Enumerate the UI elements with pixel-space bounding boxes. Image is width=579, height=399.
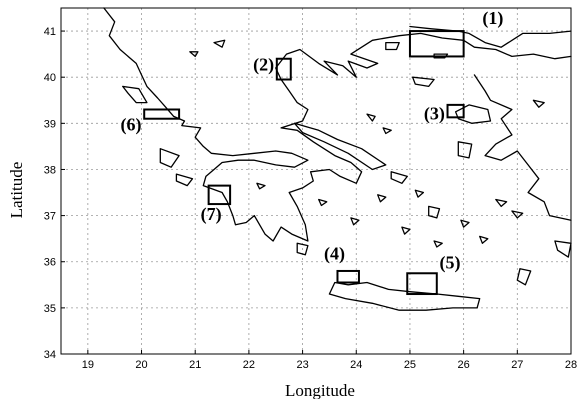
region-label-6: (6) xyxy=(121,114,142,135)
zakynthos-island xyxy=(175,173,194,187)
north-coast xyxy=(409,25,572,48)
islet xyxy=(256,182,266,190)
limnos-island xyxy=(411,76,435,88)
thasos-island xyxy=(385,41,400,51)
islet xyxy=(189,51,199,58)
chios-island xyxy=(457,141,473,159)
region-box-7 xyxy=(207,184,232,206)
region-box-6 xyxy=(143,108,181,120)
axis-ticks: 19 20 21 22 23 24 25 26 27 28 34 35 36 37 38 39 40 41 xyxy=(44,26,577,371)
x-tick-label: 19 xyxy=(82,359,94,371)
islet xyxy=(433,240,443,248)
x-tick-label: 20 xyxy=(135,359,147,371)
rhodes-island xyxy=(554,240,572,258)
mainland-coast xyxy=(103,7,572,242)
region-label-3: (3) xyxy=(424,104,445,125)
corfu-island xyxy=(122,85,148,104)
islet xyxy=(350,217,360,226)
region-box-3 xyxy=(446,103,465,119)
andros-island xyxy=(390,171,408,184)
islet xyxy=(382,127,392,135)
region-box-2 xyxy=(275,57,292,81)
islet xyxy=(479,235,489,244)
islet xyxy=(318,198,328,207)
region-label-4: (4) xyxy=(324,243,345,264)
plot-frame xyxy=(60,7,572,355)
region-label-7: (7) xyxy=(201,204,222,225)
y-tick-label: 41 xyxy=(44,26,56,38)
karpathos-island xyxy=(516,268,532,286)
x-tick-label: 22 xyxy=(243,359,255,371)
naxos-island xyxy=(428,205,441,219)
x-tick-label: 27 xyxy=(511,359,523,371)
y-tick-label: 36 xyxy=(44,257,56,269)
grid-lines xyxy=(61,8,572,355)
islet xyxy=(414,189,425,198)
islet xyxy=(495,198,508,208)
x-axis-label: Longitude xyxy=(285,381,355,399)
region-label-5: (5) xyxy=(439,253,460,274)
euboea-island xyxy=(293,122,387,171)
islet xyxy=(401,226,411,235)
lesvos-island xyxy=(454,104,492,124)
y-tick-label: 35 xyxy=(44,303,56,315)
region-label-2: (2) xyxy=(253,54,274,75)
islet xyxy=(532,99,545,108)
x-tick-label: 25 xyxy=(404,359,416,371)
y-axis-label: Latitude xyxy=(7,162,26,219)
x-tick-label: 26 xyxy=(458,359,470,371)
region-box-5 xyxy=(406,272,438,296)
kefalonia-island xyxy=(159,148,180,168)
y-tick-label: 39 xyxy=(44,118,56,130)
y-tick-label: 38 xyxy=(44,164,56,176)
islet xyxy=(213,39,226,48)
y-tick-label: 40 xyxy=(44,72,56,84)
y-tick-label: 34 xyxy=(44,349,56,361)
islet xyxy=(460,219,470,228)
x-tick-label: 23 xyxy=(296,359,308,371)
x-tick-label: 28 xyxy=(565,359,577,371)
islet xyxy=(511,210,524,219)
y-tick-label: 37 xyxy=(44,211,56,223)
crete-island xyxy=(328,281,481,311)
x-tick-label: 24 xyxy=(350,359,362,371)
region-box-4 xyxy=(336,269,360,284)
x-tick-label: 21 xyxy=(189,359,201,371)
islet xyxy=(366,113,376,122)
asia-minor-coast xyxy=(473,74,572,221)
region-label-1: (1) xyxy=(482,8,503,29)
kythira-island xyxy=(296,242,309,256)
region-box-1 xyxy=(408,30,465,58)
islet xyxy=(377,194,387,203)
regions: (1) (2) (3) (4) (5) (6) (7) xyxy=(121,8,503,296)
coastline xyxy=(103,7,572,311)
